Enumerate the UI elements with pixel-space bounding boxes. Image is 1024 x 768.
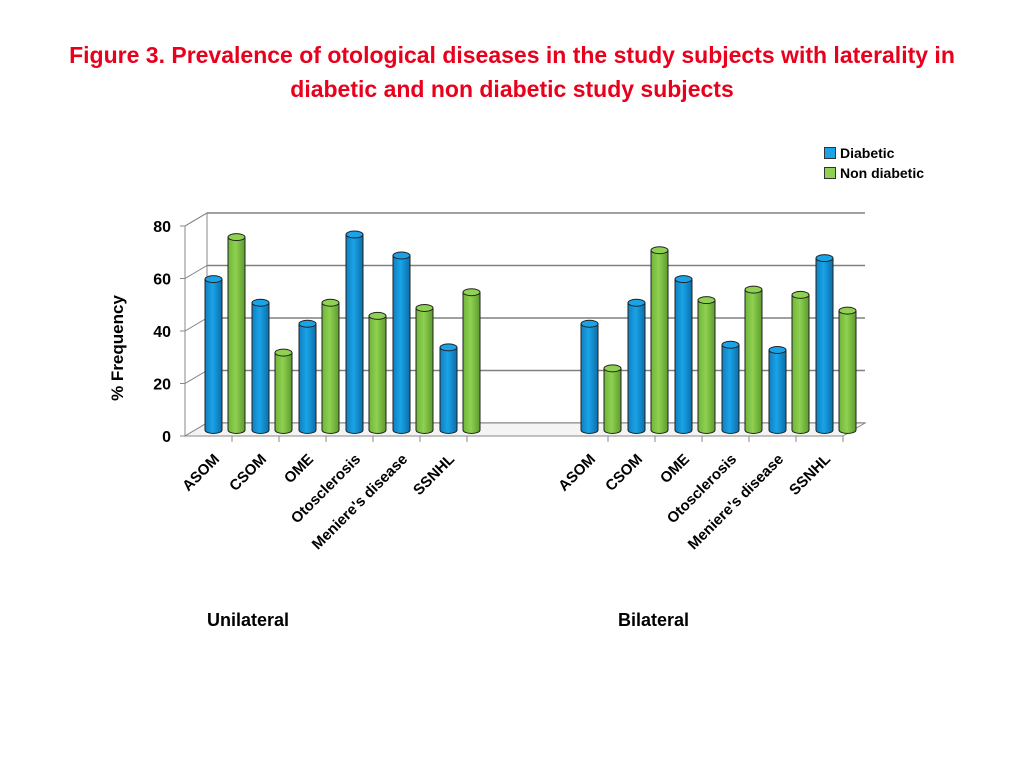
- y-tick-label: 80: [153, 219, 171, 236]
- bar-top-non-diabetic: [321, 298, 340, 307]
- bar-top-diabetic: [815, 254, 834, 263]
- y-tick-label: 20: [153, 377, 171, 394]
- bar-diabetic: [768, 349, 787, 434]
- bar-non-diabetic: [744, 289, 763, 434]
- legend-label-non-diabetic: Non diabetic: [840, 165, 925, 181]
- y-tick-label: 40: [153, 324, 171, 341]
- legend-swatch-non-diabetic: [824, 167, 836, 179]
- bar-top-non-diabetic: [462, 288, 481, 297]
- gridline-side: [184, 317, 208, 332]
- chart-title: Figure 3. Prevalence of otological disea…: [0, 38, 1024, 106]
- x-tick-label: ASOM: [179, 451, 223, 495]
- bar-non-diabetic: [321, 302, 340, 434]
- bar-top-diabetic: [768, 346, 787, 354]
- legend-item-diabetic: Diabetic: [824, 143, 924, 163]
- bar-non-diabetic: [227, 236, 246, 434]
- y-tick-label: 60: [153, 272, 171, 289]
- bar-top-non-diabetic: [697, 296, 716, 305]
- legend-item-non-diabetic: Non diabetic: [824, 163, 924, 183]
- bar-diabetic: [392, 255, 411, 434]
- legend-swatch-diabetic: [824, 147, 836, 159]
- bar-diabetic: [815, 257, 834, 434]
- bar-non-diabetic: [415, 307, 434, 434]
- bar-top-diabetic: [251, 298, 270, 307]
- legend-label-diabetic: Diabetic: [840, 145, 895, 161]
- bar-top-diabetic: [721, 340, 740, 349]
- x-tick-label: SSNHL: [410, 451, 458, 499]
- gridline-side: [184, 265, 208, 279]
- bar-non-diabetic: [838, 310, 857, 434]
- bar-top-diabetic: [392, 251, 411, 260]
- bar-top-non-diabetic: [744, 285, 763, 294]
- y-tick-label: 0: [162, 429, 171, 446]
- bar-non-diabetic: [791, 294, 810, 434]
- bar-top-non-diabetic: [791, 290, 810, 299]
- x-tick-label: SSNHL: [786, 451, 834, 499]
- bar-top-non-diabetic: [838, 306, 857, 315]
- bar-diabetic: [674, 278, 693, 434]
- gridline-side: [184, 212, 208, 227]
- group-label-bilateral: Bilateral: [618, 610, 690, 630]
- bar-top-diabetic: [674, 275, 693, 284]
- bar-top-non-diabetic: [368, 311, 387, 320]
- bar-top-non-diabetic: [415, 304, 434, 312]
- bar-top-diabetic: [627, 298, 646, 307]
- bar-diabetic: [204, 278, 223, 434]
- x-tick-label: OME: [657, 451, 693, 487]
- legend: Diabetic Non diabetic: [824, 143, 924, 183]
- bar-top-diabetic: [580, 319, 599, 328]
- bar-top-diabetic: [345, 230, 364, 239]
- x-tick-label: OME: [281, 451, 317, 487]
- x-tick-label: ASOM: [555, 451, 599, 495]
- bar-diabetic: [251, 302, 270, 434]
- bar-top-non-diabetic: [227, 233, 246, 242]
- bar-top-diabetic: [204, 275, 223, 284]
- bar-non-diabetic: [697, 299, 716, 434]
- bar-diabetic: [439, 346, 458, 434]
- bar-top-non-diabetic: [650, 246, 669, 255]
- chart-title-line-2: diabetic and non diabetic study subjects: [290, 76, 734, 102]
- bar-diabetic: [627, 302, 646, 434]
- bar-non-diabetic: [650, 249, 669, 434]
- bar-non-diabetic: [368, 315, 387, 434]
- bar-top-diabetic: [298, 319, 317, 328]
- bar-top-non-diabetic: [603, 364, 622, 373]
- bar-diabetic: [580, 323, 599, 434]
- x-tick-label: CSOM: [602, 451, 646, 495]
- chart-title-line-1: Figure 3. Prevalence of otological disea…: [69, 42, 955, 68]
- bar-diabetic: [298, 323, 317, 434]
- bar-top-non-diabetic: [274, 348, 293, 357]
- x-tick-label: CSOM: [226, 451, 270, 495]
- bar-diabetic: [345, 234, 364, 434]
- bar-non-diabetic: [603, 367, 622, 434]
- bar-diabetic: [721, 344, 740, 434]
- bar-non-diabetic: [462, 291, 481, 434]
- bar-non-diabetic: [274, 352, 293, 434]
- group-label-unilateral: Unilateral: [207, 610, 290, 630]
- gridline-side: [184, 370, 208, 384]
- bar-top-diabetic: [439, 343, 458, 352]
